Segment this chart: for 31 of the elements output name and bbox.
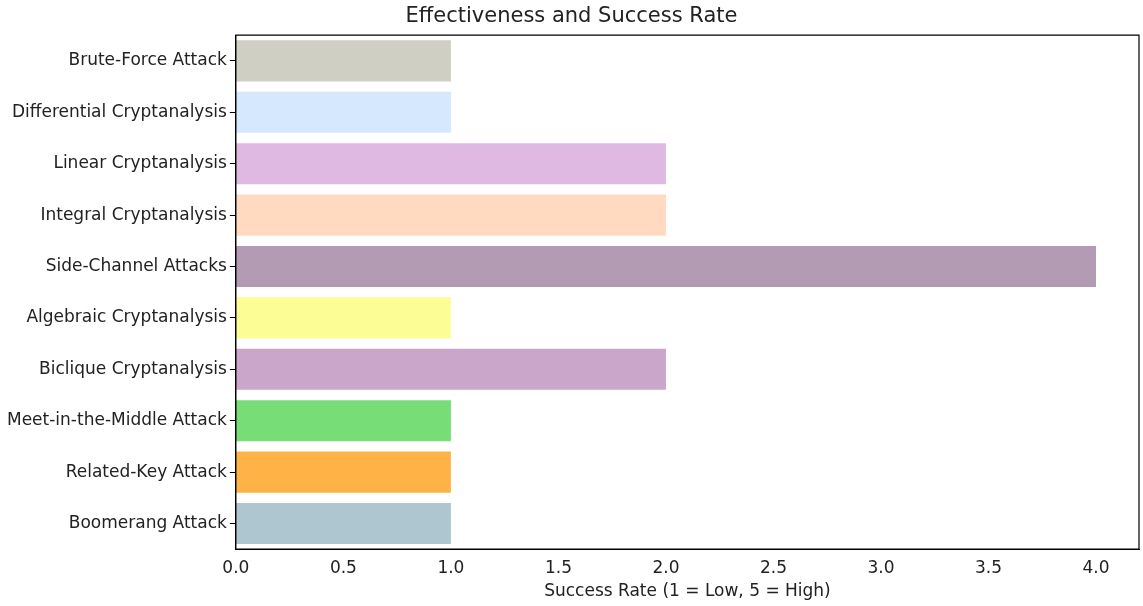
- bar: [235, 297, 451, 339]
- x-tick-label: 0.5: [329, 556, 357, 577]
- y-tick-label: Related-Key Attack: [65, 460, 228, 481]
- x-tick-label: 1.5: [544, 556, 572, 577]
- y-tick-label: Side-Channel Attacks: [45, 254, 228, 275]
- y-tick-label: Brute-Force Attack: [68, 49, 228, 70]
- y-tick-label: Linear Cryptanalysis: [53, 152, 228, 173]
- bar: [235, 502, 451, 545]
- y-tick-label: Algebraic Cryptanalysis: [26, 306, 228, 327]
- bar: [235, 91, 451, 133]
- y-tick-label: Biclique Cryptanalysis: [39, 357, 228, 378]
- bar: [235, 194, 666, 236]
- x-tick-label: 3.0: [867, 556, 895, 577]
- y-tick-label: Integral Cryptanalysis: [40, 203, 228, 224]
- x-tick-label: 4.0: [1082, 556, 1110, 577]
- bar: [235, 143, 666, 185]
- bar: [235, 451, 451, 493]
- x-tick-label: 1.0: [437, 556, 465, 577]
- x-axis-title: Success Rate (1 = Low, 5 = High): [544, 580, 831, 601]
- bar: [235, 245, 1096, 288]
- y-tick-label: Differential Cryptanalysis: [11, 100, 228, 121]
- x-tick-label: 0.0: [222, 556, 250, 577]
- x-tick-label: 2.5: [759, 556, 787, 577]
- bar: [235, 40, 451, 82]
- y-tick-label: Meet-in-the-Middle Attack: [6, 409, 228, 430]
- chart-title: Effectiveness and Success Rate: [405, 3, 738, 28]
- x-tick-label: 2.0: [652, 556, 680, 577]
- bar: [235, 400, 451, 442]
- x-tick-label: 3.5: [974, 556, 1002, 577]
- y-tick-label: Boomerang Attack: [68, 511, 228, 532]
- bar: [235, 348, 666, 390]
